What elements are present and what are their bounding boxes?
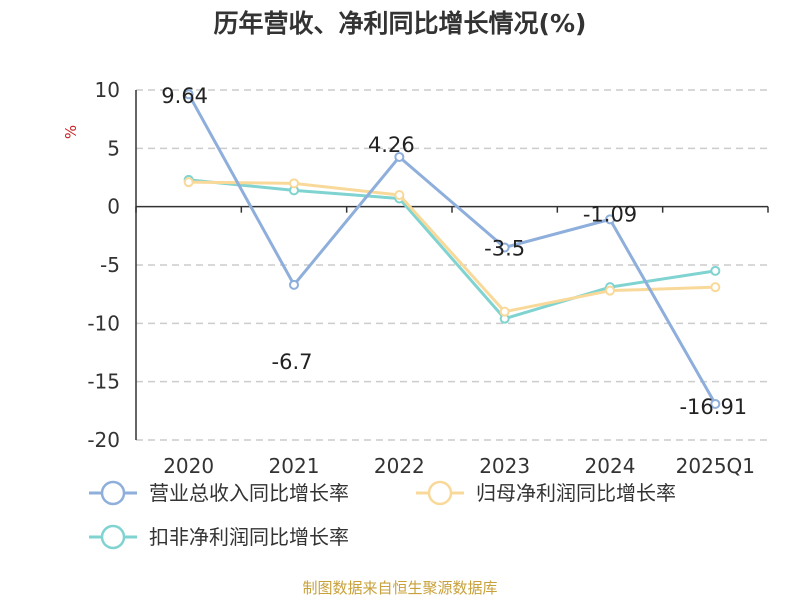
data-label: -6.7 [272,350,313,374]
y-tick-label: -10 [87,311,120,335]
label-layer: 9.64 -6.7 4.26 -3.5 -1.09 -16.91 [161,84,747,419]
y-axis-label: % [62,125,80,139]
x-tick-label: 2021 [269,454,320,478]
legend-circle-icon [100,524,126,550]
series-line [187,93,717,405]
y-tick-label: 0 [107,195,120,219]
data-point [394,190,405,200]
data-label: 9.64 [161,84,208,108]
data-point [710,265,721,276]
y-tick-label: -20 [87,428,120,452]
x-tick-label: 2023 [479,454,530,478]
legend-label: 扣非净利润同比增长率 [149,525,349,549]
data-label: -1.09 [583,202,637,226]
legend-label: 营业总收入同比增长率 [149,481,349,505]
legend-circle-icon [427,480,453,506]
series-layer [183,89,721,409]
series-line [188,178,716,321]
legend-item[interactable]: 营业总收入同比增长率 [89,480,349,506]
y-tick-label: -5 [100,253,120,277]
x-tick-label: 2025Q1 [676,454,755,478]
axis-layer: 10 5 0 -5 -10 -15 -20% 2020 2021 2022 2023 2024 2025… [62,78,769,478]
data-point [605,285,615,296]
data-point [394,151,405,162]
data-point [710,282,721,293]
legend-circle-icon [100,480,126,506]
data-point [710,398,721,409]
legend-item[interactable]: 归母净利润同比增长率 [416,480,676,506]
data-label: -3.5 [484,237,525,261]
legend-label: 归母净利润同比增长率 [476,481,676,505]
x-tick-label: 2020 [163,454,214,478]
data-point [499,242,510,253]
data-point [183,89,194,100]
data-point [605,214,615,225]
source-note: 制图数据来自恒生聚源数据库 [302,579,498,597]
x-tick-label: 2024 [585,454,636,478]
y-tick-label: 10 [95,78,120,102]
series-line [188,180,716,314]
chart-title: 历年营收、净利同比增长情况(%) [213,9,587,38]
data-point [183,177,194,188]
grid-layer [136,89,768,441]
y-tick-label: -15 [87,370,120,394]
legend-item[interactable]: 扣非净利润同比增长率 [89,524,349,550]
data-point [289,279,299,290]
data-point [499,306,510,317]
x-tick-label: 2022 [374,454,425,478]
data-label: -16.91 [679,395,747,419]
data-label: 4.26 [368,133,415,157]
y-tick-label: 5 [107,136,120,160]
data-point [289,178,299,189]
